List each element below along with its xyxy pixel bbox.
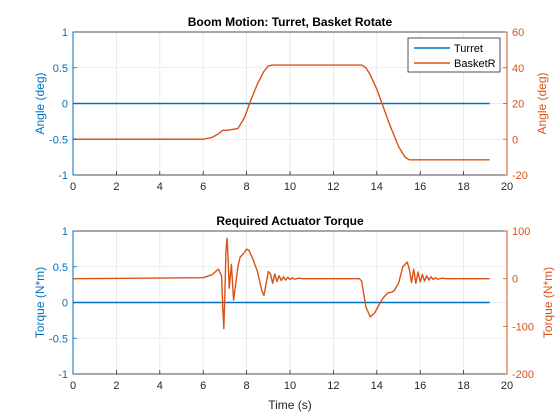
subplot-2-y-right-label: Torque (N*m) [541, 267, 555, 338]
legend-turret-label: Turret [454, 43, 483, 55]
y-left-tick-label: 1 [62, 226, 68, 238]
x-tick-label: 2 [113, 380, 119, 392]
x-tick-label: 16 [414, 181, 426, 193]
x-tick-label: 4 [157, 380, 163, 392]
subplot-2-series [72, 237, 490, 330]
y-left-tick-label: 0 [62, 99, 68, 111]
x-tick-label: 10 [284, 181, 296, 193]
subplot-boom-motion: 0 2 4 6 8 10 12 14 16 18 20 -1 -0.5 0 0.5 1 -20 0 20 40 60… [33, 15, 549, 193]
x-tick-label: 18 [457, 181, 469, 193]
subplot-2-title: Required Actuator Torque [216, 214, 364, 228]
x-tick-label: 12 [327, 380, 339, 392]
legend-basket-label: BasketR [454, 58, 496, 70]
x-tick-label: 6 [200, 380, 206, 392]
legend: Turret BasketR [407, 37, 501, 73]
y-left-tick-label: -0.5 [49, 333, 68, 345]
subplot-1-series [73, 64, 490, 161]
x-tick-label: 18 [457, 380, 469, 392]
y-left-tick-label: -1 [58, 170, 68, 182]
x-tick-label: 6 [200, 181, 206, 193]
x-tick-label: 2 [113, 181, 119, 193]
y-left-tick-label: -1 [58, 369, 68, 381]
legend-box [407, 37, 501, 73]
subplot-1-y-left-label: Angle (deg) [33, 72, 47, 134]
y-right-tick-label: 0 [512, 134, 518, 146]
x-tick-label: 16 [414, 380, 426, 392]
y-right-tick-label: 100 [512, 226, 530, 238]
y-right-tick-label: 20 [512, 99, 524, 111]
subplot-actuator-torque: 0 2 4 6 8 10 12 14 16 18 20 -1 -0.5 0 0.5 1 -200 -100 0 1… [33, 214, 555, 412]
x-tick-label: 10 [284, 380, 296, 392]
y-right-tick-label: -20 [512, 170, 528, 182]
y-left-tick-label: 0.5 [53, 63, 68, 75]
x-tick-label: 8 [244, 181, 250, 193]
y-right-tick-label: 60 [512, 27, 524, 39]
x-tick-label: 8 [244, 380, 250, 392]
y-right-tick-label: -100 [512, 321, 534, 333]
y-left-tick-label: -0.5 [49, 134, 68, 146]
x-tick-label: 12 [327, 181, 339, 193]
y-right-tick-label: 40 [512, 63, 524, 75]
subplot-1-y-right-label: Angle (deg) [535, 72, 549, 134]
x-tick-label: 0 [70, 181, 76, 193]
x-tick-label: 20 [501, 181, 513, 193]
subplot-2-y-right-ticks: -200 -100 0 100 [503, 226, 534, 381]
subplot-1-y-right-ticks: -20 0 20 40 60 [503, 27, 528, 182]
subplot-2-x-label: Time (s) [268, 398, 312, 412]
subplot-1-title: Boom Motion: Turret, Basket Rotate [188, 15, 393, 29]
x-tick-label: 4 [157, 181, 163, 193]
subplot-1-y-left-ticks: -1 -0.5 0 0.5 1 [49, 27, 77, 182]
y-left-tick-label: 0.5 [53, 262, 68, 274]
x-tick-label: 20 [501, 380, 513, 392]
y-left-tick-label: 0 [62, 298, 68, 310]
x-tick-label: 14 [371, 380, 383, 392]
y-left-tick-label: 1 [62, 27, 68, 39]
x-tick-label: 0 [70, 380, 76, 392]
x-tick-label: 14 [371, 181, 383, 193]
y-right-tick-label: -200 [512, 369, 534, 381]
subplot-2-y-left-ticks: -1 -0.5 0 0.5 1 [49, 226, 77, 381]
series-line-basketr [73, 64, 490, 161]
subplot-2-y-left-label: Torque (N*m) [33, 267, 47, 338]
y-right-tick-label: 0 [512, 274, 518, 286]
series-line-basketr [72, 237, 490, 330]
